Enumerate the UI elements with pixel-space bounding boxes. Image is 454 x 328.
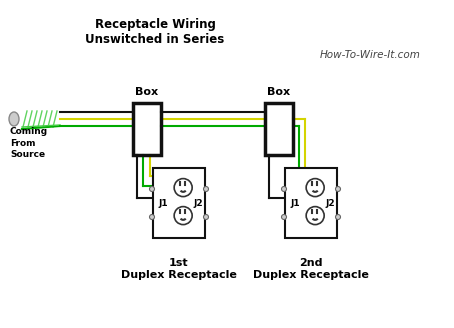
Text: 2nd
Duplex Receptacle: 2nd Duplex Receptacle — [253, 258, 369, 279]
Circle shape — [174, 179, 192, 196]
Circle shape — [336, 215, 340, 219]
Circle shape — [149, 187, 154, 192]
Circle shape — [149, 215, 154, 219]
Circle shape — [306, 207, 324, 225]
Bar — [265, 103, 293, 155]
Circle shape — [174, 207, 192, 225]
Text: J2: J2 — [193, 198, 203, 208]
Ellipse shape — [9, 112, 19, 126]
Circle shape — [336, 187, 340, 192]
Text: Box: Box — [135, 87, 158, 97]
Bar — [285, 168, 337, 238]
Text: J1: J1 — [158, 198, 168, 208]
Circle shape — [203, 215, 208, 219]
Text: Coming
From
Source: Coming From Source — [10, 127, 48, 159]
Bar — [153, 168, 205, 238]
Circle shape — [281, 215, 286, 219]
Bar — [133, 103, 161, 155]
Text: J2: J2 — [326, 198, 335, 208]
Circle shape — [306, 179, 324, 196]
Text: 1st
Duplex Receptacle: 1st Duplex Receptacle — [121, 258, 237, 279]
Circle shape — [281, 187, 286, 192]
Text: J1: J1 — [290, 198, 300, 208]
Text: Box: Box — [267, 87, 291, 97]
Text: How-To-Wire-It.com: How-To-Wire-It.com — [320, 50, 420, 60]
Circle shape — [203, 187, 208, 192]
Text: Receptacle Wiring
Unswitched in Series: Receptacle Wiring Unswitched in Series — [85, 18, 225, 46]
